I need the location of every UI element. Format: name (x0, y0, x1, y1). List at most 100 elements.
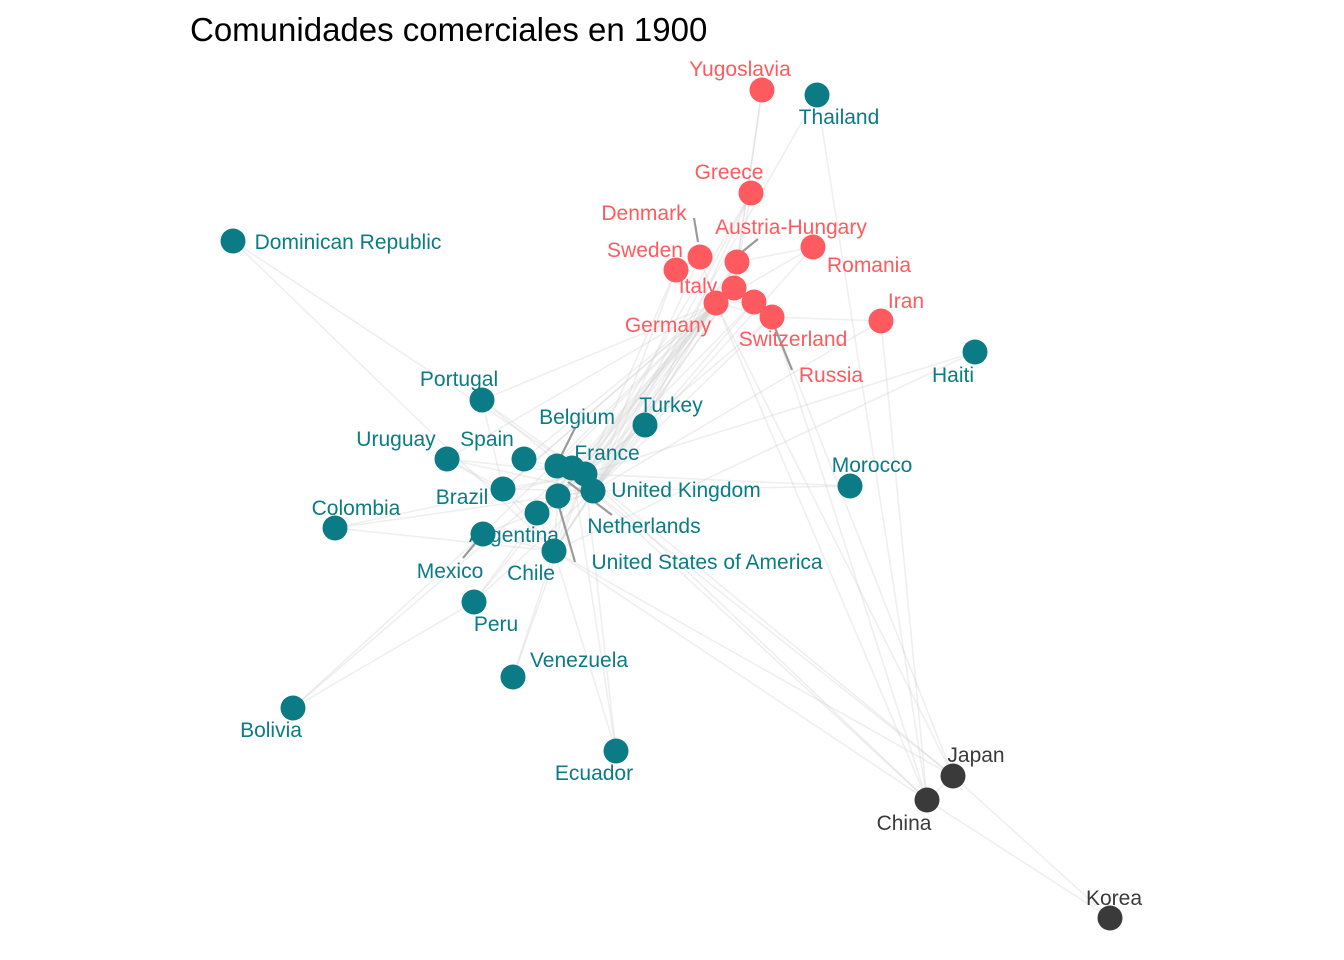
nodes-layer (220, 77, 1123, 931)
node-denmark (687, 244, 713, 270)
node-uruguay (434, 446, 460, 472)
edge-germany-peru (473, 302, 717, 603)
node-label-belgium: Belgium (539, 406, 615, 429)
edge-sweden-united-kingdom (592, 269, 677, 492)
edge-iran-china (880, 320, 928, 801)
node-label-united-kingdom: United Kingdom (611, 479, 760, 502)
node-peru (461, 589, 487, 615)
node-label-switzerland: Switzerland (739, 328, 848, 351)
edge-united-states-china (553, 550, 928, 801)
edge-greece-france (584, 192, 752, 475)
node-label-austria-hungary: Austria-Hungary (715, 216, 867, 239)
node-label-haiti: Haiti (932, 364, 974, 387)
edge-russia-japan (771, 316, 954, 777)
node-label-netherlands: Netherlands (587, 515, 700, 538)
edge-russia-china (771, 316, 928, 801)
node-morocco (837, 473, 863, 499)
node-label-china: China (877, 812, 932, 835)
node-yugoslavia (749, 77, 775, 103)
edge-turkey-united-kingdom (592, 424, 646, 492)
node-label-japan: Japan (947, 744, 1004, 767)
edge-romania-united-kingdom (592, 246, 814, 492)
edge-china-korea (926, 799, 1111, 919)
node-label-sweden: Sweden (607, 239, 683, 262)
edge-germany-spain (523, 302, 717, 460)
edge-denmark-united-kingdom (592, 256, 701, 492)
edge-germany-france (584, 302, 717, 475)
node-iran (868, 308, 894, 334)
edge-italy-united-kingdom (592, 287, 735, 492)
edge-united-kingdom-china (592, 490, 928, 801)
node-germany (703, 290, 729, 316)
edge-france-china (584, 473, 928, 801)
node-label-iran: Iran (888, 290, 924, 313)
node-colombia (322, 515, 348, 541)
node-label-france: France (574, 442, 639, 465)
edge-united-states-japan (553, 550, 954, 777)
edge-italy-brazil (502, 287, 735, 490)
edge-morocco-france (584, 473, 851, 487)
edge-ecuador-france (584, 473, 617, 752)
node-label-uruguay: Uruguay (356, 428, 436, 451)
edge-united-states-ecuador (553, 550, 617, 752)
edge-germany-japan (715, 302, 954, 777)
node-ecuador (603, 738, 629, 764)
node-bolivia (280, 695, 306, 721)
node-label-denmark: Denmark (601, 202, 687, 225)
leader-belgium (559, 427, 576, 459)
edge-switzerland-united-kingdom (592, 301, 755, 492)
node-label-romania: Romania (827, 254, 911, 277)
node-label-brazil: Brazil (436, 486, 489, 509)
node-dominican-republic (220, 228, 246, 254)
node-italy (721, 275, 747, 301)
node-label-colombia: Colombia (312, 497, 401, 520)
node-label-greece: Greece (695, 161, 764, 184)
edge-germany-united-kingdom (592, 302, 717, 492)
edge-iran-russia (771, 316, 882, 322)
node-spain (511, 446, 537, 472)
node-netherlands (545, 483, 571, 509)
edge-united-kingdom-japan (592, 490, 954, 777)
node-label-morocco: Morocco (832, 454, 913, 477)
edge-germany-belgium (556, 302, 717, 467)
node-united-kingdom (580, 478, 606, 504)
edge-germany-portugal (481, 302, 717, 401)
edge-romania-austria-hungary (736, 246, 814, 263)
node-label-portugal: Portugal (420, 368, 498, 391)
node-label-thailand: Thailand (799, 106, 880, 129)
node-china (914, 787, 940, 813)
node-label-united-states: United States of America (591, 551, 822, 574)
edge-sweden-france (584, 269, 677, 475)
node-label-korea: Korea (1086, 887, 1142, 910)
edge-greece-turkey (644, 192, 752, 426)
labels-layer: Yugoslavia Greece Denmark Austria-Hungary Sw… (240, 58, 1142, 910)
node-thailand (804, 82, 830, 108)
node-venezuela (500, 664, 526, 690)
edge-iran-united-kingdom (592, 320, 882, 492)
edge-france-united-states (553, 473, 586, 552)
node-label-yugoslavia: Yugoslavia (689, 58, 791, 81)
node-label-spain: Spain (460, 428, 514, 451)
edge-colombia-france (334, 473, 586, 529)
edge-greece-united-kingdom (592, 192, 752, 492)
node-label-russia: Russia (799, 364, 864, 387)
edge-yugoslavia-austria-hungary (736, 89, 763, 263)
node-brazil (490, 476, 516, 502)
node-greece (738, 180, 764, 206)
node-japan (940, 763, 966, 789)
leader-denmark (692, 217, 700, 243)
edge-france-japan (584, 473, 954, 777)
edge-russia-france (584, 316, 773, 475)
node-switzerland (741, 289, 767, 315)
edge-germany-mexico (482, 302, 717, 535)
leader-austria-hungary (741, 238, 759, 253)
node-label-bolivia: Bolivia (240, 719, 302, 742)
node-label-peru: Peru (474, 613, 518, 636)
node-sweden (663, 257, 689, 283)
edge-venezuela-france (512, 473, 586, 678)
edge-germany-china (715, 302, 928, 801)
edge-portugal-brazil (481, 399, 504, 490)
node-austria-hungary (724, 249, 750, 275)
edge-uruguay-united-kingdom (446, 458, 594, 492)
